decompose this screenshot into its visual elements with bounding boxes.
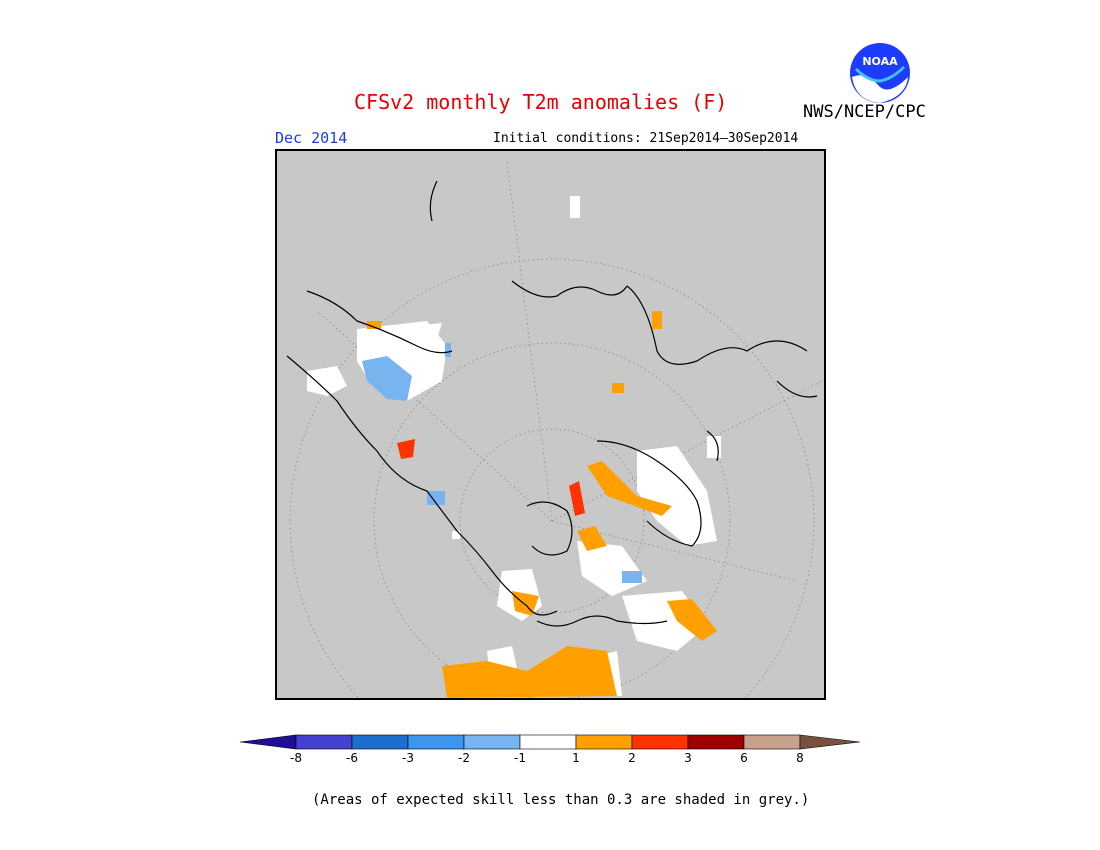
valid-month-label: Dec 2014: [275, 129, 348, 147]
colorbar-swatch: [519, 734, 577, 750]
colorbar-arrow-low: [240, 734, 297, 750]
colorbar-label: 8: [796, 751, 804, 765]
colorbar-swatch: [295, 734, 353, 750]
colorbar-swatch: [743, 734, 801, 750]
coastlines: [286, 180, 818, 627]
colorbar-swatch: [351, 734, 409, 750]
noaa-logo: NOAA: [849, 42, 911, 104]
colorbar-label: -2: [458, 751, 470, 765]
colorbar-label: -8: [290, 751, 302, 765]
skill-footnote: (Areas of expected skill less than 0.3 a…: [312, 792, 810, 808]
colorbar-swatch: [575, 734, 633, 750]
colorbar-label: -6: [346, 751, 358, 765]
colorbar-label: 1: [572, 751, 580, 765]
polar-map: [275, 149, 826, 700]
colorbar-swatch: [463, 734, 521, 750]
organization-label: NWS/NCEP/CPC: [803, 102, 926, 122]
colorbar-swatch: [407, 734, 465, 750]
meridian-lines: [316, 160, 823, 582]
colorbar: [240, 734, 860, 750]
colorbar-label: -1: [514, 751, 526, 765]
near-normal-areas: [307, 196, 721, 696]
colorbar-swatch: [631, 734, 689, 750]
colorbar-label: -3: [402, 751, 414, 765]
colorbar-arrow-high: [799, 734, 860, 750]
warm-anomaly-areas: [367, 311, 717, 698]
noaa-logo-text: NOAA: [862, 55, 898, 68]
map-title: CFSv2 monthly T2m anomalies (F): [354, 90, 728, 114]
colorbar-label: 2: [628, 751, 636, 765]
strong-warm-anomaly-areas: [397, 439, 585, 516]
colorbar-label: 3: [684, 751, 692, 765]
colorbar-label: 6: [740, 751, 748, 765]
colorbar-swatch: [687, 734, 745, 750]
cold-anomaly-areas: [362, 343, 642, 583]
initial-conditions-label: Initial conditions: 21Sep2014—30Sep2014: [493, 131, 799, 146]
